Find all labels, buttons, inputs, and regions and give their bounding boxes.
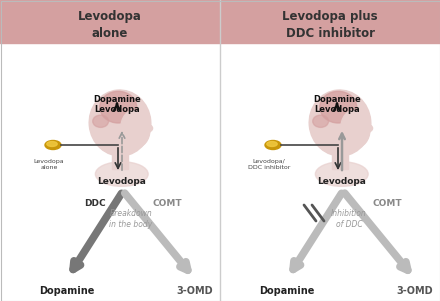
Ellipse shape — [320, 91, 357, 123]
Text: Levodopa: Levodopa — [94, 105, 140, 114]
Text: Dopamine: Dopamine — [259, 286, 315, 296]
Ellipse shape — [144, 125, 153, 132]
Text: Breakdown
in the body: Breakdown in the body — [110, 209, 153, 229]
Ellipse shape — [45, 141, 61, 150]
Text: COMT: COMT — [152, 198, 182, 207]
Text: Dopamine: Dopamine — [93, 95, 141, 104]
Text: Levodopa/
DDC inhibitor: Levodopa/ DDC inhibitor — [248, 159, 290, 170]
Ellipse shape — [313, 115, 329, 127]
Ellipse shape — [47, 141, 57, 147]
Ellipse shape — [142, 124, 151, 130]
Text: Levodopa
alone: Levodopa alone — [34, 159, 64, 170]
Ellipse shape — [341, 111, 366, 144]
Ellipse shape — [89, 90, 151, 156]
Ellipse shape — [95, 162, 148, 186]
Ellipse shape — [100, 91, 137, 123]
Bar — [0, 0, 220, 43]
Ellipse shape — [267, 141, 277, 147]
Bar — [112, 144, 128, 169]
Text: Levodopa: Levodopa — [318, 176, 367, 185]
Bar — [0, 0, 220, 301]
Ellipse shape — [315, 162, 368, 186]
Text: Levodopa: Levodopa — [98, 176, 147, 185]
Ellipse shape — [122, 113, 150, 147]
Ellipse shape — [309, 90, 371, 156]
Text: Inhibition
of DDC: Inhibition of DDC — [331, 209, 367, 229]
Text: COMT: COMT — [372, 198, 402, 207]
Bar — [220, 0, 440, 301]
Text: Levodopa
alone: Levodopa alone — [78, 10, 142, 40]
Text: Dopamine: Dopamine — [39, 286, 95, 296]
Ellipse shape — [364, 125, 373, 132]
Ellipse shape — [121, 111, 146, 144]
Text: Levodopa plus
DDC inhibitor: Levodopa plus DDC inhibitor — [282, 10, 378, 40]
Text: Levodopa: Levodopa — [314, 105, 360, 114]
Bar — [332, 144, 348, 169]
Ellipse shape — [362, 124, 371, 130]
Ellipse shape — [265, 141, 281, 150]
Text: 3-OMD: 3-OMD — [177, 286, 213, 296]
Text: DDC: DDC — [84, 198, 106, 207]
Text: 3-OMD: 3-OMD — [397, 286, 433, 296]
Text: Dopamine: Dopamine — [313, 95, 361, 104]
Ellipse shape — [93, 115, 109, 127]
Bar — [220, 0, 440, 43]
Ellipse shape — [342, 113, 370, 147]
